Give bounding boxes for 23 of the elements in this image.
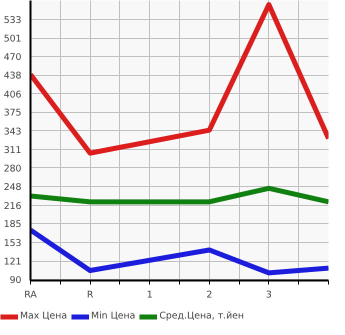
legend-label: Max Цена xyxy=(20,310,68,322)
x-tick-label: RA xyxy=(24,290,38,300)
y-tick-label: 533 xyxy=(4,14,22,26)
y-tick-label: 470 xyxy=(4,52,22,63)
y-tick-label: 248 xyxy=(4,182,22,194)
y-tick-label: 406 xyxy=(4,89,22,100)
y-tick-label: 311 xyxy=(4,145,22,156)
legend-label: Min Цена xyxy=(91,310,136,322)
y-tick-label: 438 xyxy=(4,70,22,82)
y-tick-label: 501 xyxy=(4,34,22,45)
y-tick-label: 375 xyxy=(4,108,22,119)
y-tick-label: 343 xyxy=(4,126,22,138)
y-tick-label: 185 xyxy=(4,219,22,230)
x-tick-label: 3 xyxy=(266,290,272,300)
x-tick-label: 1 xyxy=(146,290,153,300)
legend-label: Сред.Цена, т.йен xyxy=(159,310,244,322)
y-tick-label: 90 xyxy=(10,274,22,286)
y-tick-label: 216 xyxy=(4,200,22,212)
y-tick-label: 153 xyxy=(4,238,22,249)
x-tick-label: R xyxy=(86,290,94,300)
y-tick-label: 121 xyxy=(4,256,22,268)
y-tick-label: 280 xyxy=(4,163,22,174)
x-tick-label: 2 xyxy=(206,290,212,300)
